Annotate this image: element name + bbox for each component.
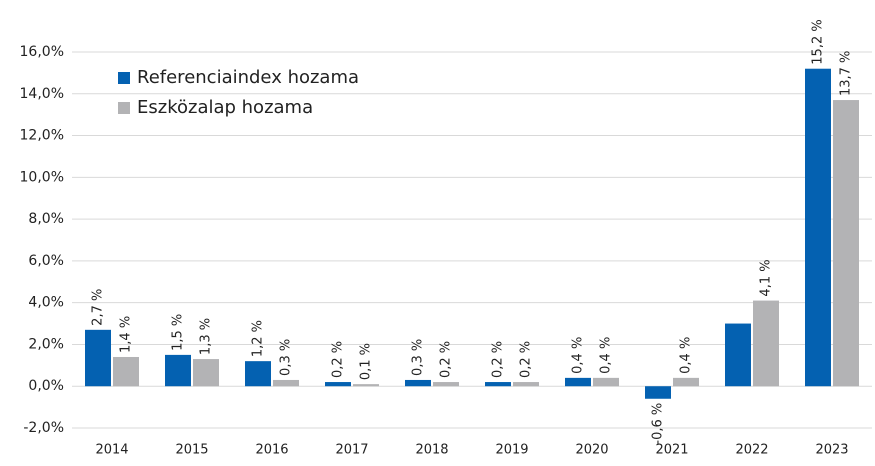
value-label: 0,4 % [571,337,586,374]
x-tick-label: 2020 [575,443,608,458]
bar [273,379,299,387]
bar [565,377,591,387]
x-tick-label: 2021 [655,443,688,458]
legend-label: Referenciaindex hozama [137,67,359,88]
legend-swatch [118,102,130,114]
value-label: 2,7 % [91,289,106,326]
y-tick-label: 8,0% [28,211,64,227]
bar [805,68,831,387]
bar [245,361,271,387]
legend-swatch [118,72,130,84]
value-label: 1,5 % [171,314,186,351]
bar [725,323,751,387]
value-label: 13,7 % [839,51,854,96]
value-label: 0,4 % [599,337,614,374]
y-tick-label: 6,0% [28,253,64,269]
y-tick-label: 0,0% [28,378,64,394]
y-tick-label: 14,0% [20,86,64,102]
bar [193,359,219,387]
bar [325,382,351,387]
value-label: 0,3 % [279,339,294,376]
bar [113,356,139,387]
bar [353,384,379,387]
value-label: 1,3 % [199,318,214,355]
bar [85,329,111,387]
x-tick-label: 2015 [175,443,208,458]
value-label: 1,4 % [119,316,134,353]
bar [485,382,511,387]
bar [433,382,459,387]
x-tick-label: 2022 [735,443,768,458]
value-label: 0,1 % [359,343,374,380]
value-label: 0,3 % [411,339,426,376]
bar [833,100,859,387]
y-tick-label: 16,0% [20,44,64,60]
value-label: 0,2 % [491,341,506,378]
bar [673,377,699,387]
y-tick-label: 4,0% [28,295,64,311]
x-tick-label: 2019 [495,443,528,458]
bar [753,300,779,387]
legend-label: Eszközalap hozama [137,97,313,118]
x-tick-label: 2017 [335,443,368,458]
y-tick-label: 12,0% [20,128,64,144]
bar [405,379,431,387]
value-label: 0,2 % [331,341,346,378]
value-label: -0,6 % [651,403,666,445]
x-tick-label: 2016 [255,443,288,458]
bar [165,354,191,387]
value-label: 4,1 % [759,259,774,296]
x-tick-label: 2018 [415,443,448,458]
value-label: 1,2 % [251,320,266,357]
y-tick-label: 10,0% [20,169,64,185]
y-tick-label: 2,0% [28,336,64,352]
bar [645,386,671,399]
bar [513,382,539,387]
x-tick-label: 2014 [95,443,128,458]
value-label: 15,2 % [811,19,826,64]
value-label: 0,2 % [439,341,454,378]
x-tick-label: 2023 [815,443,848,458]
y-tick-label: -2,0% [23,420,64,436]
value-label: 0,2 % [519,341,534,378]
bar [593,377,619,387]
value-label: 0,4 % [679,337,694,374]
